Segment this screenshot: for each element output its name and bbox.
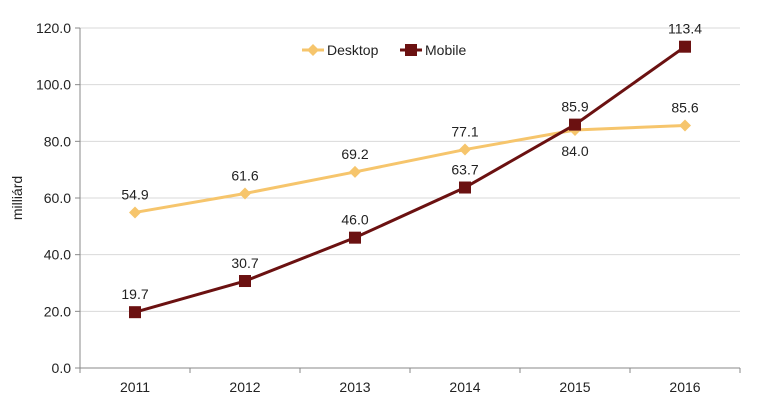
data-label: 19.7 — [121, 286, 148, 302]
legend-marker-square — [405, 44, 417, 56]
data-label: 85.9 — [561, 99, 588, 115]
y-tick-label: 60.0 — [44, 190, 71, 206]
data-point — [679, 40, 691, 53]
data-label: 54.9 — [121, 186, 148, 202]
axes: 0.0 20.0 40.0 60.0 80.0 100.0 120.0 2011 2012 201… — [36, 20, 741, 395]
y-tick-label: 100.0 — [36, 77, 71, 93]
y-axis-label: milliárd — [9, 176, 25, 220]
data-point — [459, 143, 471, 156]
series: 54.9 61.6 69.2 77.1 84.0 85.6 19.7 30.7 46.0 63.7… — [121, 21, 702, 319]
y-tick-label: 80.0 — [44, 133, 71, 149]
data-label: 85.6 — [671, 99, 698, 115]
legend-marker-diamond — [307, 44, 319, 56]
data-point — [569, 118, 581, 131]
x-tick-label: 2012 — [229, 379, 260, 395]
x-tick-label: 2014 — [449, 379, 480, 395]
legend-item: Desktop — [302, 42, 379, 58]
data-label: 113.4 — [668, 21, 702, 37]
data-point — [129, 306, 141, 319]
data-label: 63.7 — [451, 162, 478, 178]
data-label: 69.2 — [341, 146, 368, 162]
x-tick-label: 2015 — [559, 379, 590, 395]
y-tick-label: 0.0 — [52, 360, 72, 376]
data-point — [239, 275, 251, 288]
data-label: 61.6 — [231, 167, 258, 183]
legend-label: Desktop — [327, 42, 379, 58]
data-label: 46.0 — [341, 212, 368, 228]
series-line — [134, 123, 686, 214]
data-label: 30.7 — [231, 255, 258, 271]
data-label: 84.0 — [561, 143, 588, 159]
series-line — [134, 45, 686, 314]
legend-label: Mobile — [425, 42, 466, 58]
gridlines — [80, 27, 740, 312]
x-tick-label: 2011 — [120, 379, 150, 395]
data-point — [239, 187, 251, 200]
data-label: 77.1 — [451, 124, 478, 140]
y-tick-label: 20.0 — [44, 303, 71, 319]
x-tick-label: 2013 — [339, 379, 370, 395]
data-point — [349, 231, 361, 244]
legend: Desktop Mobile — [302, 42, 466, 58]
x-tick-label: 2016 — [669, 379, 700, 395]
data-point — [129, 206, 141, 219]
data-point — [349, 165, 361, 178]
series-mobile: 19.7 30.7 46.0 63.7 85.9 113.4 — [121, 21, 702, 319]
data-point — [679, 119, 691, 132]
y-tick-label: 120.0 — [36, 20, 71, 36]
legend-item: Mobile — [400, 42, 466, 58]
data-point — [459, 181, 471, 194]
series-desktop: 54.9 61.6 69.2 77.1 84.0 85.6 — [121, 99, 699, 219]
y-tick-label: 40.0 — [44, 247, 71, 263]
